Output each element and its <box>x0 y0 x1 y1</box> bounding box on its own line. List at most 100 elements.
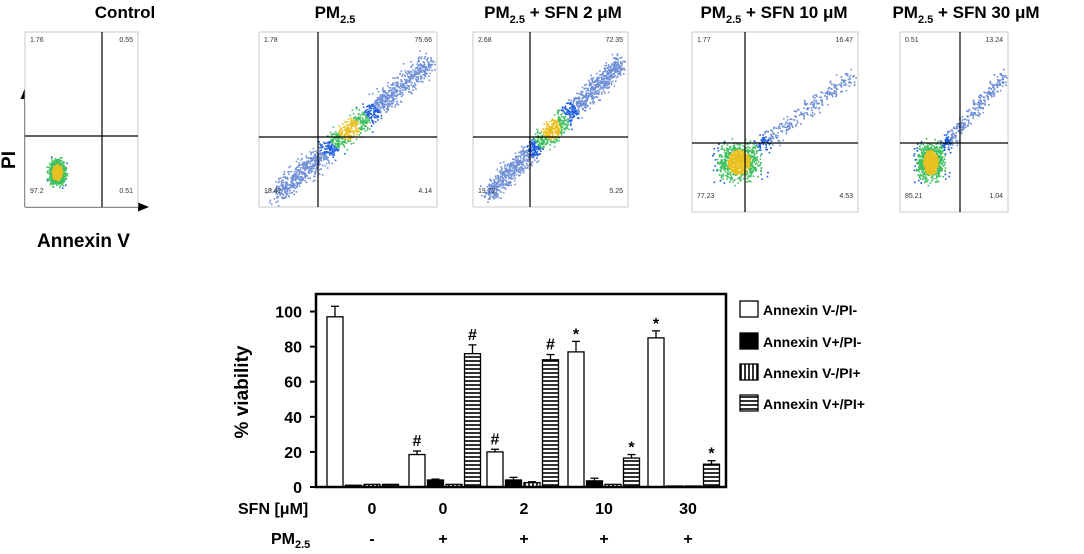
event-dot <box>372 120 374 122</box>
event-dot <box>728 152 730 154</box>
event-dot <box>724 182 726 184</box>
event-dot <box>512 170 514 172</box>
event-dot <box>378 97 380 99</box>
event-dot <box>601 92 603 94</box>
event-dot <box>532 145 534 147</box>
event-dot <box>584 101 586 103</box>
event-dot <box>335 145 337 147</box>
event-dot <box>570 121 572 123</box>
event-dot <box>271 204 273 206</box>
event-dot <box>344 153 346 155</box>
event-dot <box>552 128 554 130</box>
event-dot <box>424 56 426 58</box>
event-dot <box>841 91 843 93</box>
event-dot <box>738 170 740 172</box>
event-dot <box>606 84 608 86</box>
event-dot <box>758 161 760 163</box>
event-dot <box>362 103 364 105</box>
event-dot <box>418 61 420 63</box>
event-dot <box>51 162 53 164</box>
event-dot <box>422 74 424 76</box>
event-dot <box>392 84 394 86</box>
event-dot <box>796 124 798 126</box>
event-dot <box>570 123 572 125</box>
event-dot <box>516 165 518 167</box>
event-dot <box>608 92 610 94</box>
event-dot <box>619 71 621 73</box>
event-dot <box>369 94 371 96</box>
event-dot <box>289 185 291 187</box>
event-dot <box>607 86 609 88</box>
event-dot <box>371 110 373 112</box>
event-dot <box>618 61 620 63</box>
event-dot <box>316 166 318 168</box>
event-dot <box>595 96 597 98</box>
event-dot <box>574 108 576 110</box>
event-dot <box>494 181 496 183</box>
event-dot <box>321 168 323 170</box>
event-dot <box>722 156 724 158</box>
event-dot <box>819 107 821 109</box>
event-dot <box>380 94 382 96</box>
event-dot <box>326 143 328 145</box>
event-dot <box>349 123 351 125</box>
event-dot <box>408 88 410 90</box>
event-dot <box>571 119 573 121</box>
event-dot <box>63 177 65 179</box>
event-dot <box>401 96 403 98</box>
event-dot <box>587 100 589 102</box>
event-dot <box>377 119 379 121</box>
event-dot <box>508 173 510 175</box>
event-dot <box>333 151 335 153</box>
event-dot <box>62 171 64 173</box>
event-dot <box>302 165 304 167</box>
event-dot <box>593 77 595 79</box>
event-dot <box>511 169 513 171</box>
event-dot <box>355 128 357 130</box>
event-dot <box>48 167 50 169</box>
pm-subscript: 2.5 <box>510 14 525 26</box>
event-dot <box>61 157 63 159</box>
event-dot <box>374 102 376 104</box>
event-dot <box>391 106 393 108</box>
event-dot <box>734 185 736 187</box>
event-dot <box>795 125 797 127</box>
event-dot <box>514 159 516 161</box>
event-dot <box>552 133 554 135</box>
event-dot <box>614 64 616 66</box>
event-dot <box>332 133 334 135</box>
event-dot <box>525 154 527 156</box>
event-dot <box>53 165 55 167</box>
event-dot <box>518 171 520 173</box>
event-dot <box>49 169 51 171</box>
event-dot <box>554 146 556 148</box>
event-dot <box>555 130 557 132</box>
event-dot <box>581 100 583 102</box>
event-dot <box>541 140 543 142</box>
event-dot <box>563 128 565 130</box>
event-dot <box>377 115 379 117</box>
event-dot <box>396 77 398 79</box>
event-dot <box>562 123 564 125</box>
event-dot <box>409 86 411 88</box>
event-dot <box>587 97 589 99</box>
event-dot <box>401 71 403 73</box>
event-dot <box>384 90 386 92</box>
event-dot <box>294 171 296 173</box>
event-dot <box>419 57 421 59</box>
event-dot <box>713 148 715 150</box>
event-dot <box>423 78 425 80</box>
event-dot <box>618 68 620 70</box>
event-dot <box>516 169 518 171</box>
event-dot <box>369 106 371 108</box>
event-dot <box>305 168 307 170</box>
event-dot <box>546 121 548 123</box>
event-dot <box>67 173 69 175</box>
event-dot <box>387 82 389 84</box>
event-dot <box>599 70 601 72</box>
event-dot <box>417 68 419 70</box>
event-dot <box>561 116 563 118</box>
event-dot <box>290 181 292 183</box>
event-dot <box>610 65 612 67</box>
event-dot <box>399 91 401 93</box>
